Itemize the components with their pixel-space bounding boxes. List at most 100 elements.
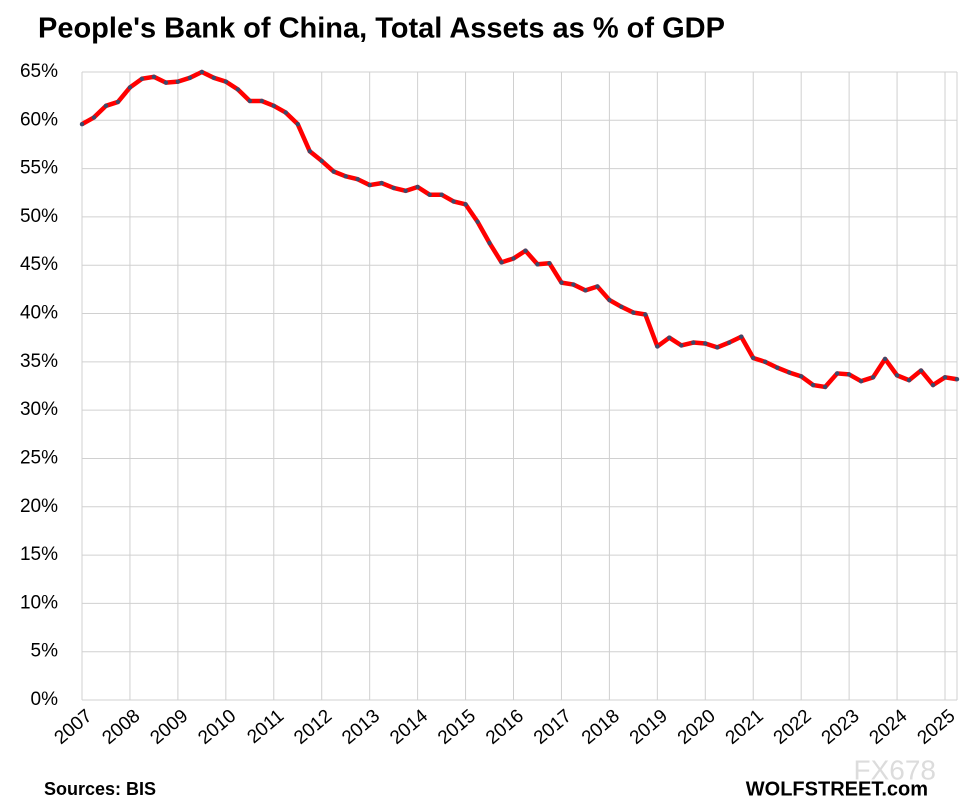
data-point [355,177,360,182]
data-point [595,284,600,289]
x-tick-label: 2007 [51,706,97,749]
data-point [439,192,444,197]
data-point [307,149,312,154]
data-point [703,341,708,346]
y-tick-label: 15% [20,544,58,565]
data-point [223,79,229,84]
data-point [415,184,420,190]
data-point [511,256,516,261]
y-tick-label: 35% [20,351,58,372]
data-point [870,375,876,380]
data-point [906,378,912,383]
y-tick-label: 40% [20,303,58,324]
x-tick-label: 2010 [194,706,240,749]
y-tick-label: 55% [20,158,58,179]
data-point [283,110,288,115]
data-point [271,103,276,109]
data-point [91,115,97,120]
x-tick-label: 2009 [146,706,192,749]
data-point [139,76,145,81]
y-tick-label: 20% [20,496,58,517]
y-tick-label: 0% [31,689,59,710]
data-point [259,98,264,104]
data-point [846,372,852,377]
x-tick-label: 2008 [98,706,144,749]
data-point [367,182,372,188]
data-point [727,340,732,345]
x-tick-label: 2016 [482,706,528,749]
data-point [559,280,564,285]
data-point [918,368,924,373]
y-tick-label: 30% [20,399,58,420]
y-tick-label: 65% [20,61,58,82]
data-point [211,75,217,80]
chart-title: People's Bank of China, Total Assets as … [38,13,725,45]
data-point [403,188,408,194]
data-point [103,103,109,109]
data-point [199,69,205,75]
data-point [679,343,684,348]
data-point [499,260,504,265]
data-point [295,121,300,127]
data-point [619,304,624,309]
data-point [810,382,816,388]
data-point [79,121,85,127]
credit: WOLFSTREET.com [746,778,928,800]
data-point [427,192,432,197]
x-tick-label: 2017 [530,706,576,749]
y-tick-label: 10% [20,592,58,613]
data-point [775,365,780,370]
data-point [319,158,324,164]
data-point [715,345,720,350]
data-point [751,355,756,361]
data-point [858,378,864,384]
data-point [882,356,888,362]
x-tick-label: 2015 [434,706,480,749]
x-tick-label: 2025 [914,706,960,749]
data-point [343,174,348,179]
data-point [643,312,648,317]
x-tick-label: 2021 [722,706,768,749]
data-point [655,344,660,349]
data-point [786,370,792,375]
data-point [127,85,133,90]
x-tick-label: 2024 [866,705,912,749]
x-tick-label: 2023 [818,706,864,749]
x-tick-label: 2020 [674,706,720,749]
data-point [235,87,241,92]
y-tick-label: 45% [20,254,58,275]
data-point [487,240,492,246]
data-point [798,374,804,379]
y-tick-label: 25% [20,447,58,468]
data-point [331,169,336,174]
x-tick-label: 2012 [290,706,336,749]
data-point [247,98,253,104]
data-point [379,180,384,186]
source-note: Sources: BIS [44,779,156,799]
data-point [463,202,468,207]
x-tick-label: 2018 [578,706,624,749]
data-point [691,340,696,345]
data-point [930,382,936,388]
data-point [954,377,960,382]
data-point [547,261,552,266]
data-point [175,79,181,84]
data-point [151,74,157,80]
data-point [763,359,768,365]
x-tick-label: 2022 [770,706,816,749]
data-point [523,248,528,253]
x-tick-label: 2011 [243,706,288,748]
data-point [739,334,744,339]
x-tick-label: 2013 [338,706,384,749]
data-point [535,262,540,267]
data-point [942,375,948,380]
data-point [571,282,576,287]
x-tick-label: 2019 [626,706,672,749]
y-tick-label: 50% [20,206,58,227]
y-tick-label: 5% [31,641,59,662]
data-point [667,335,672,340]
data-point [115,99,121,105]
watermark: FX678 [854,754,937,785]
y-tick-label: 60% [20,109,58,130]
